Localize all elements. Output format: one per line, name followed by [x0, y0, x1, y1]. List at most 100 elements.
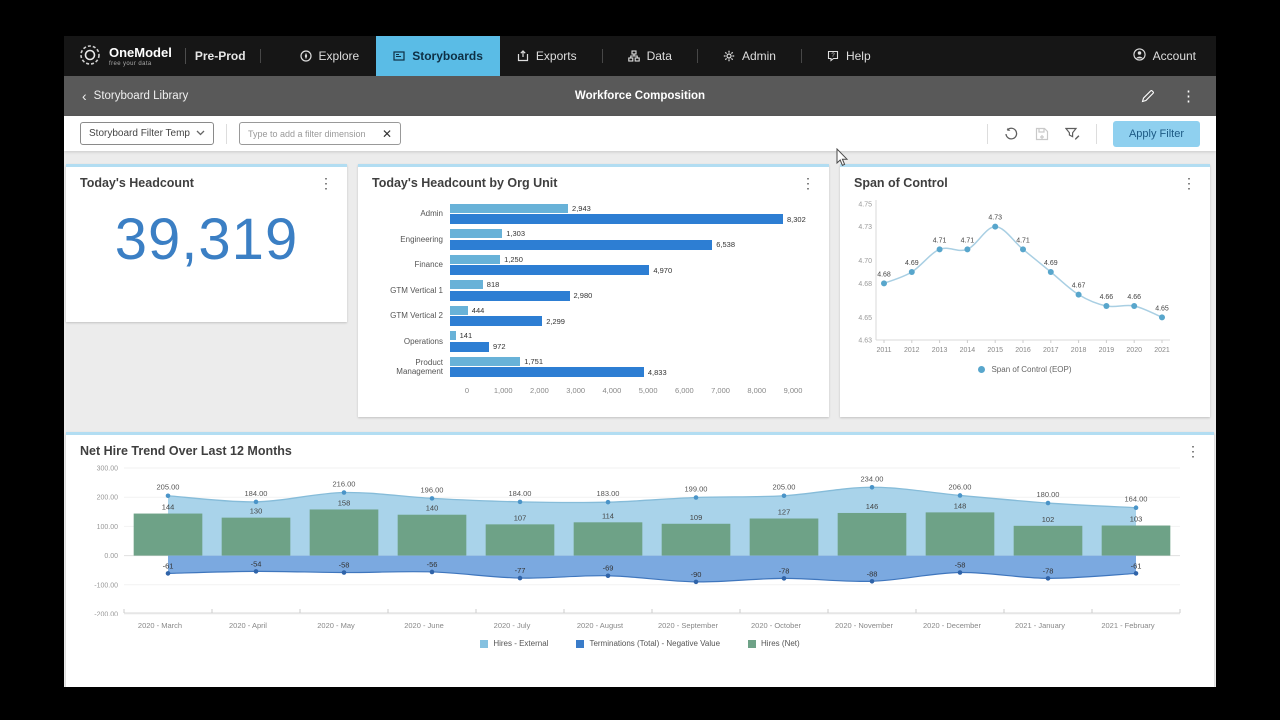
svg-text:2021: 2021: [1154, 347, 1170, 354]
undo-icon[interactable]: [1004, 127, 1019, 141]
nav-separator: [260, 49, 261, 63]
month-label: 2021 - February: [1084, 621, 1172, 630]
svg-text:-100.00: -100.00: [94, 582, 118, 589]
org-axis-tick: 3,000: [566, 386, 585, 395]
svg-text:-77: -77: [515, 566, 526, 575]
net-bar: [1014, 526, 1083, 556]
net-bar: [662, 524, 731, 556]
svg-text:102: 102: [1042, 515, 1055, 524]
span-point: [992, 224, 998, 230]
filter-dimension-input[interactable]: [248, 129, 376, 139]
help-icon: ?: [827, 50, 839, 62]
org-bar-group: 2,9438,302: [450, 203, 811, 225]
chevron-down-icon: [196, 128, 205, 139]
app-viewport: OneModel free your data Pre-Prod Explore…: [64, 36, 1216, 687]
account-menu[interactable]: Account: [1113, 36, 1216, 76]
span-point: [1076, 292, 1082, 298]
org-bar-group: 1,7514,833: [450, 356, 811, 378]
legend-label: Terminations (Total) - Negative Value: [589, 639, 720, 648]
svg-text:2018: 2018: [1071, 347, 1087, 354]
org-bar-dark: [450, 342, 489, 352]
dashboard-row-1: Today's Headcount ⋮ 39,319 Today's Headc…: [66, 164, 1214, 417]
span-of-control-line-chart: 4.754.734.704.684.654.634.6820114.692012…: [840, 190, 1178, 360]
span-point: [1048, 269, 1054, 275]
svg-text:4.63: 4.63: [858, 338, 872, 345]
net-x-axis: 2020 - March2020 - April2020 - May2020 -…: [116, 621, 1172, 630]
svg-text:4.71: 4.71: [1016, 237, 1030, 244]
svg-text:-69: -69: [603, 564, 614, 573]
storyboard-header: ‹ Storyboard Library Workforce Compositi…: [64, 76, 1216, 116]
storyboard-actions: ⋮: [1141, 89, 1198, 104]
month-label: 2020 - September: [644, 621, 732, 630]
net-bar: [750, 519, 819, 556]
org-bar-value: 6,538: [716, 240, 735, 249]
org-bar-value: 141: [460, 331, 473, 340]
svg-text:199.00: 199.00: [685, 484, 708, 493]
svg-text:205.00: 205.00: [157, 483, 180, 492]
filter-dimension-box: ✕: [239, 122, 401, 145]
org-category-label: Admin: [368, 209, 450, 218]
svg-text:-90: -90: [691, 570, 702, 579]
legend-label: Hires (Net): [761, 639, 800, 648]
svg-text:300.00: 300.00: [97, 466, 119, 473]
card-kebab-menu-icon[interactable]: ⋮: [1178, 176, 1200, 190]
svg-text:2016: 2016: [1015, 347, 1031, 354]
nav-item-explore[interactable]: Explore: [283, 36, 377, 76]
org-bar-light: [450, 306, 468, 315]
screen-frame: OneModel free your data Pre-Prod Explore…: [0, 0, 1280, 720]
svg-text:184.00: 184.00: [245, 489, 268, 498]
save-filter-icon[interactable]: [1035, 127, 1049, 141]
nav-item-label: Storyboards: [412, 49, 483, 63]
card-kebab-menu-icon[interactable]: ⋮: [315, 176, 337, 190]
svg-text:2011: 2011: [876, 347, 891, 354]
clear-filter-icon[interactable]: ✕: [382, 128, 392, 140]
environment-label: Pre-Prod: [195, 49, 246, 63]
apply-filter-button[interactable]: Apply Filter: [1113, 121, 1200, 147]
nav-item-storyboards[interactable]: Storyboards: [376, 36, 500, 76]
filter-divider: [226, 124, 227, 144]
net-bar: [574, 522, 643, 555]
svg-text:109: 109: [690, 513, 703, 522]
org-bar-light: [450, 357, 520, 366]
storyboards-icon: [393, 50, 405, 62]
nav-item-admin[interactable]: Admin: [706, 36, 793, 76]
legend-label: Hires - External: [493, 639, 548, 648]
org-bar-value: 444: [472, 306, 485, 315]
nav-separator: [697, 49, 698, 63]
svg-text:4.65: 4.65: [1155, 305, 1169, 312]
org-bar-dark: [450, 214, 783, 224]
svg-text:4.75: 4.75: [858, 202, 872, 209]
svg-text:4.73: 4.73: [988, 215, 1002, 222]
net-legend: Hires - External Terminations (Total) - N…: [66, 639, 1214, 648]
svg-text:4.71: 4.71: [961, 237, 975, 244]
org-row: Finance1,2504,970: [368, 252, 811, 278]
org-bar-light: [450, 280, 483, 289]
admin-icon: [723, 50, 735, 62]
svg-text:2017: 2017: [1043, 347, 1059, 354]
brand-logo[interactable]: OneModel free your data: [64, 36, 176, 76]
card-kebab-menu-icon[interactable]: ⋮: [797, 176, 819, 190]
svg-text:-58: -58: [955, 561, 966, 570]
back-to-library-link[interactable]: ‹ Storyboard Library: [82, 89, 188, 103]
svg-text:183.00: 183.00: [597, 489, 620, 498]
nav-item-data[interactable]: Data: [611, 36, 689, 76]
svg-text:4.71: 4.71: [933, 237, 947, 244]
nav-item-exports[interactable]: Exports: [500, 36, 594, 76]
net-bar: [838, 513, 907, 556]
month-label: 2020 - May: [292, 621, 380, 630]
legend-swatch: [576, 640, 584, 648]
svg-text:-61: -61: [1131, 561, 1142, 570]
org-row: Admin2,9438,302: [368, 201, 811, 227]
filter-template-dropdown[interactable]: Storyboard Filter Temp: [80, 122, 214, 145]
org-category-label: Operations: [368, 337, 450, 346]
card-title: Today's Headcount by Org Unit: [372, 176, 557, 190]
nav-item-label: Exports: [536, 49, 577, 63]
svg-text:-56: -56: [427, 560, 438, 569]
storyboard-kebab-menu-icon[interactable]: ⋮: [1179, 89, 1198, 104]
span-point: [964, 246, 970, 252]
card-kebab-menu-icon[interactable]: ⋮: [1182, 444, 1204, 458]
month-label: 2021 - January: [996, 621, 1084, 630]
nav-item-help[interactable]: ?Help: [810, 36, 888, 76]
filter-edit-icon[interactable]: [1065, 127, 1080, 141]
edit-pencil-icon[interactable]: [1141, 89, 1155, 103]
